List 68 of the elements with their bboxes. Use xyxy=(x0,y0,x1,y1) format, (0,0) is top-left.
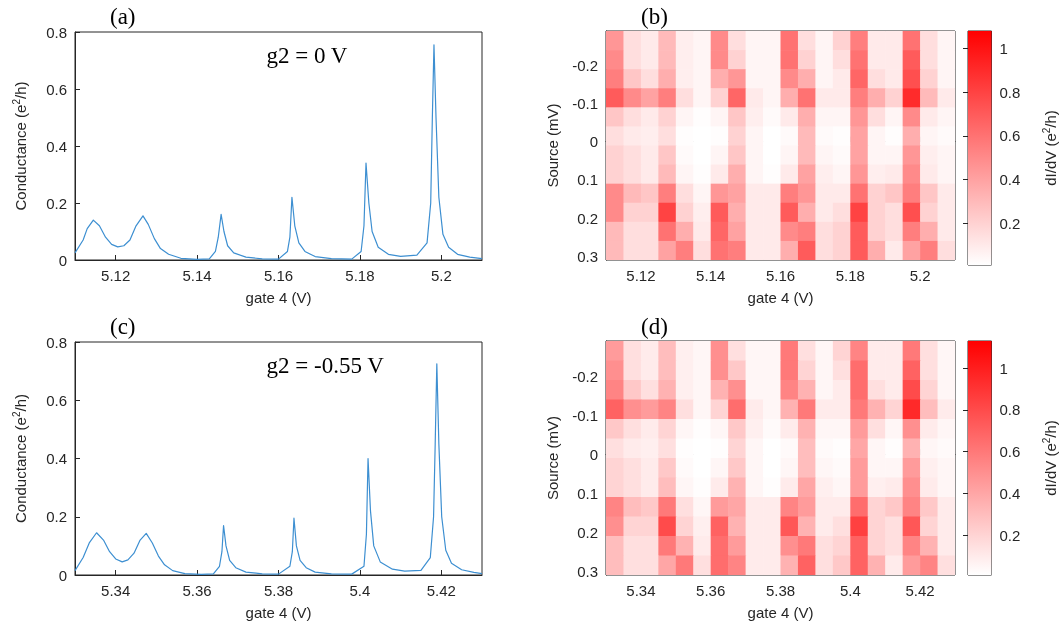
y-tick-label: -0.2 xyxy=(572,367,598,385)
chart-title: (a) xyxy=(110,4,136,29)
color-bar-label: 0.6 xyxy=(999,443,1021,461)
y-tick-label: 0.3 xyxy=(577,562,598,580)
y-axis-title: Source (mV) xyxy=(544,415,561,501)
x-tick-label: 5.38 xyxy=(765,582,796,599)
x-axis-title: gate 4 (V) xyxy=(245,289,312,306)
x-tick-label: 5.34 xyxy=(626,582,656,599)
y-axis-title: Conductance (e2/h) xyxy=(10,394,29,523)
x-tick-label: 5.36 xyxy=(696,582,726,599)
x-axis-title: gate 4 (V) xyxy=(747,604,814,621)
y-tick-label: 0.8 xyxy=(46,23,67,41)
x-tick-label: 5.4 xyxy=(349,582,371,599)
x-axis-title: gate 4 (V) xyxy=(747,289,814,306)
x-tick-label: 5.38 xyxy=(263,582,294,599)
y-tick-label: 0.4 xyxy=(46,137,67,155)
y-tick-label: 0.2 xyxy=(577,523,598,541)
color-bar-label: 1 xyxy=(999,359,1008,377)
y-tick-label: -0.2 xyxy=(572,56,598,74)
x-tick-label: 5.12 xyxy=(626,267,656,284)
x-tick-label: 5.16 xyxy=(765,267,796,284)
y-tick-label: 0.6 xyxy=(46,391,67,409)
y-tick-label: 0 xyxy=(589,445,598,463)
x-tick-label: 5.34 xyxy=(101,582,131,599)
y-tick-label: 0.3 xyxy=(577,247,598,265)
y-tick-label: 0.2 xyxy=(577,209,598,227)
y-tick-label: 0.2 xyxy=(46,194,67,212)
color-bar-label: 0.8 xyxy=(999,83,1021,101)
y-axis-title: Source (mV) xyxy=(544,103,561,188)
x-tick-label: 5.18 xyxy=(345,267,375,284)
x-tick-label: 5.42 xyxy=(905,582,935,599)
x-tick-label: 5.2 xyxy=(909,267,931,284)
x-tick-label: 5.14 xyxy=(182,267,212,284)
y-tick-label: -0.1 xyxy=(572,95,598,113)
y-tick-label: 0.1 xyxy=(577,484,598,502)
color-bar-label: 0.2 xyxy=(999,526,1021,544)
annotation: g2 = 0 V xyxy=(266,43,348,68)
y-axis-title: Conductance (e2/h) xyxy=(10,81,29,211)
annotation: g2 = -0.55 V xyxy=(266,353,385,378)
x-tick-label: 5.2 xyxy=(430,267,452,284)
chart-title: (c) xyxy=(110,314,136,339)
color-bar-label: 0.8 xyxy=(999,401,1021,419)
y-tick-label: 0 xyxy=(589,133,598,151)
x-tick-label: 5.16 xyxy=(263,267,294,284)
chart-title: (d) xyxy=(641,314,668,339)
y-tick-label: 0.4 xyxy=(46,450,67,467)
color-bar-title: dI/dV (e2/h) xyxy=(1041,420,1059,496)
x-tick-label: 5.42 xyxy=(426,582,456,599)
color-bar-title: dI/dV (e2/h) xyxy=(1041,110,1059,186)
x-tick-label: 5.4 xyxy=(839,582,861,599)
chart-title: (b) xyxy=(641,4,668,29)
color-bar-label: 0.2 xyxy=(999,214,1021,232)
y-tick-label: 0.8 xyxy=(46,333,67,351)
color-bar-label: 0.4 xyxy=(999,485,1021,503)
x-tick-label: 5.12 xyxy=(101,267,131,284)
color-bar-label: 0.4 xyxy=(999,171,1021,189)
y-tick-label: 0.2 xyxy=(46,508,67,526)
y-tick-label: 0.1 xyxy=(577,171,598,189)
y-tick-label: 0 xyxy=(58,566,67,584)
y-tick-label: -0.1 xyxy=(572,406,598,424)
y-tick-label: 0 xyxy=(58,251,67,269)
color-bar-label: 1 xyxy=(999,40,1008,57)
x-tick-label: 5.36 xyxy=(182,582,212,599)
x-axis-title: gate 4 (V) xyxy=(245,604,312,621)
x-tick-label: 5.18 xyxy=(835,267,865,284)
x-tick-label: 5.14 xyxy=(696,267,726,284)
color-bar-label: 0.6 xyxy=(999,127,1021,145)
y-tick-label: 0.6 xyxy=(46,80,67,98)
